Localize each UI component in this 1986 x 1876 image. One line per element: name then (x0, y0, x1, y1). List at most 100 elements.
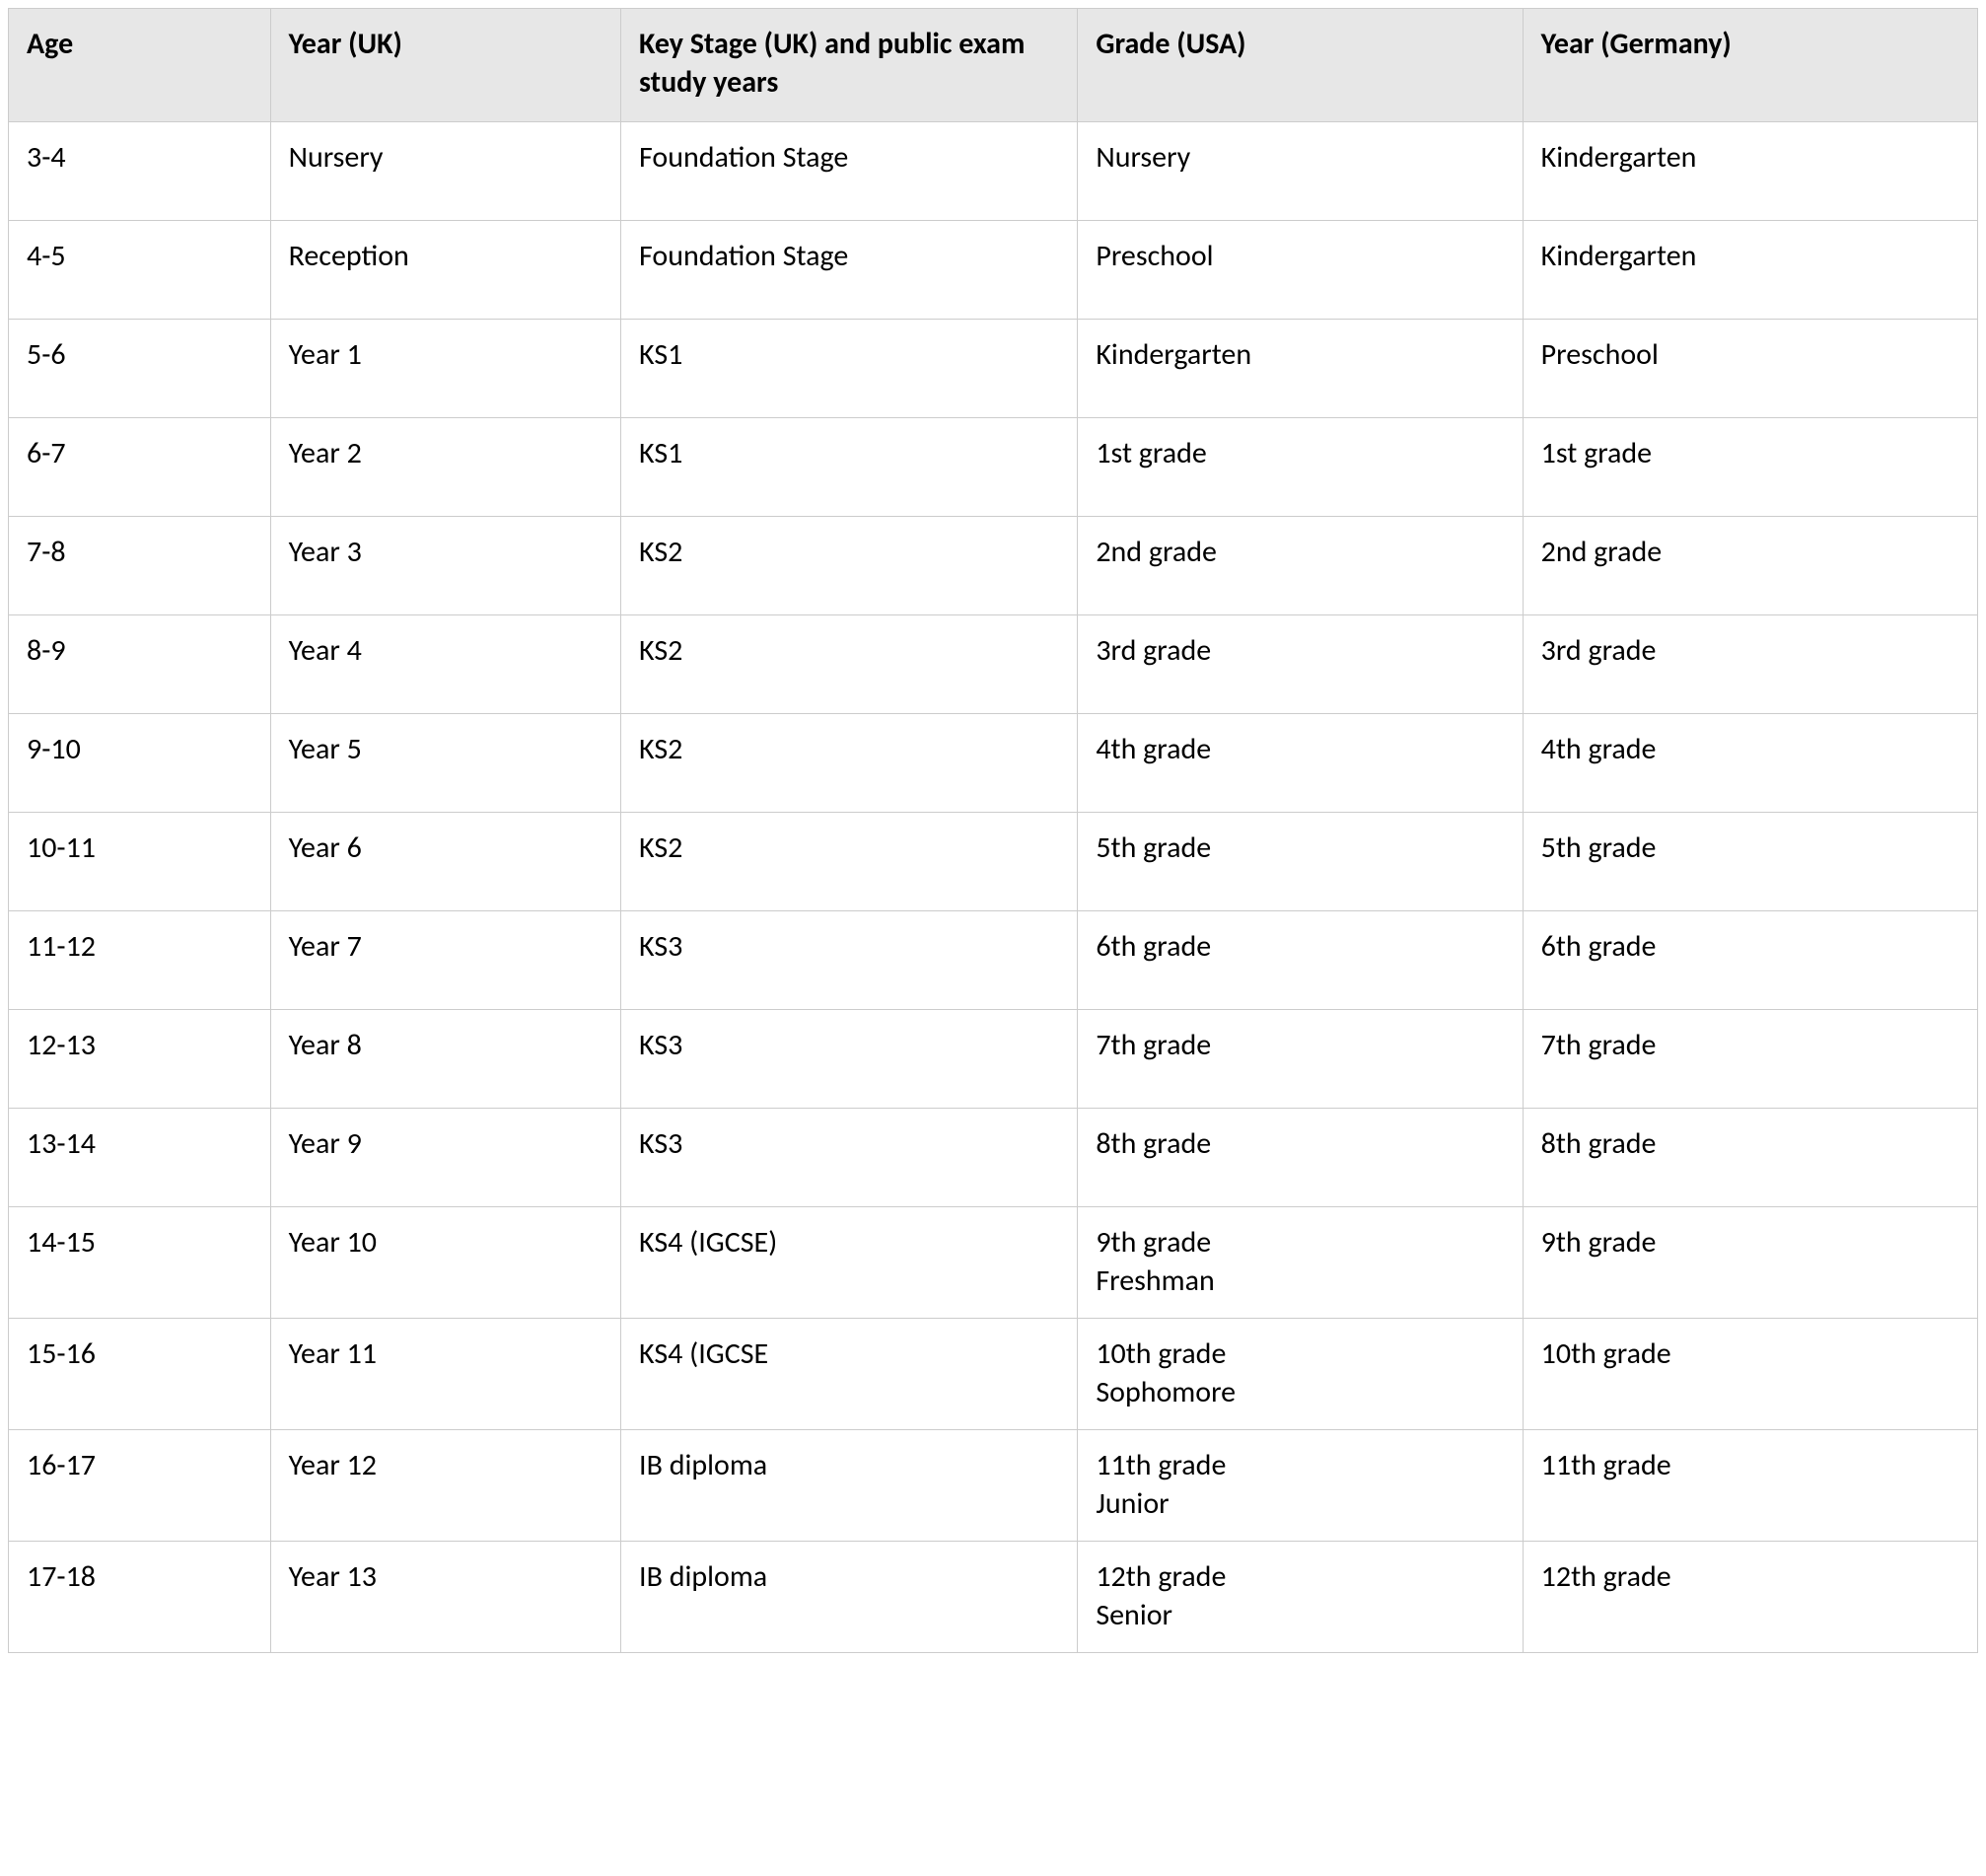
cell-year-germany: Preschool (1523, 320, 1977, 418)
table-row: 6-7Year 2KS11st grade1st grade (9, 418, 1978, 517)
cell-key-stage: Foundation Stage (621, 221, 1078, 320)
cell-grade-usa: 4th grade (1078, 714, 1523, 813)
cell-age: 7-8 (9, 517, 271, 615)
table-row: 15-16Year 11KS4 (IGCSE10th gradeSophomor… (9, 1319, 1978, 1430)
col-header-grade-usa: Grade (USA) (1078, 9, 1523, 122)
cell-grade-usa: 3rd grade (1078, 615, 1523, 714)
cell-grade-usa: 9th gradeFreshman (1078, 1207, 1523, 1319)
cell-year-uk: Nursery (270, 122, 620, 221)
cell-year-germany: 6th grade (1523, 911, 1977, 1010)
cell-age: 15-16 (9, 1319, 271, 1430)
cell-year-germany: 4th grade (1523, 714, 1977, 813)
cell-grade-usa: 1st grade (1078, 418, 1523, 517)
cell-year-uk: Reception (270, 221, 620, 320)
cell-grade-usa: 6th grade (1078, 911, 1523, 1010)
grade-usa-line1: 6th grade (1096, 928, 1211, 965)
cell-key-stage: IB diploma (621, 1542, 1078, 1653)
grade-usa-line2: Sophomore (1096, 1373, 1506, 1411)
cell-key-stage: KS1 (621, 418, 1078, 517)
col-header-year-germany: Year (Germany) (1523, 9, 1977, 122)
cell-year-uk: Year 1 (270, 320, 620, 418)
cell-year-germany: 11th grade (1523, 1430, 1977, 1542)
cell-key-stage: KS4 (IGCSE) (621, 1207, 1078, 1319)
table-row: 16-17Year 12IB diploma11th gradeJunior11… (9, 1430, 1978, 1542)
cell-grade-usa: 11th gradeJunior (1078, 1430, 1523, 1542)
cell-year-uk: Year 11 (270, 1319, 620, 1430)
cell-year-uk: Year 4 (270, 615, 620, 714)
cell-year-uk: Year 3 (270, 517, 620, 615)
cell-grade-usa: Preschool (1078, 221, 1523, 320)
cell-age: 11-12 (9, 911, 271, 1010)
cell-year-uk: Year 10 (270, 1207, 620, 1319)
cell-key-stage: IB diploma (621, 1430, 1078, 1542)
cell-year-germany: 7th grade (1523, 1010, 1977, 1109)
table-row: 5-6Year 1KS1 Kindergarten Preschool (9, 320, 1978, 418)
grade-usa-line1: 10th grade (1096, 1335, 1226, 1372)
cell-year-germany: 8th grade (1523, 1109, 1977, 1207)
cell-key-stage: KS2 (621, 813, 1078, 911)
table-row: 3-4NurseryFoundation StageNurseryKinderg… (9, 122, 1978, 221)
cell-year-uk: Year 13 (270, 1542, 620, 1653)
cell-age: 8-9 (9, 615, 271, 714)
cell-year-germany: 10th grade (1523, 1319, 1977, 1430)
cell-year-uk: Year 7 (270, 911, 620, 1010)
table-row: 9-10Year 5KS24th grade4th grade (9, 714, 1978, 813)
table-row: 10-11Year 6KS25th grade5th grade (9, 813, 1978, 911)
cell-year-germany: Kindergarten (1523, 221, 1977, 320)
table-row: 17-18Year 13IB diploma12th gradeSenior12… (9, 1542, 1978, 1653)
cell-key-stage: KS2 (621, 615, 1078, 714)
grade-usa-line2: Freshman (1096, 1262, 1506, 1300)
cell-age: 9-10 (9, 714, 271, 813)
grade-usa-line1: 3rd grade (1096, 632, 1211, 669)
grade-usa-line1: 12th grade (1096, 1558, 1226, 1595)
cell-year-germany: 9th grade (1523, 1207, 1977, 1319)
cell-age: 5-6 (9, 320, 271, 418)
cell-year-uk: Year 12 (270, 1430, 620, 1542)
cell-key-stage: KS3 (621, 1010, 1078, 1109)
cell-age: 16-17 (9, 1430, 271, 1542)
col-header-key-stage: Key Stage (UK) and public exam study yea… (621, 9, 1078, 122)
col-header-year-uk: Year (UK) (270, 9, 620, 122)
table-row: 8-9Year 4KS23rd grade3rd grade (9, 615, 1978, 714)
cell-key-stage: KS4 (IGCSE (621, 1319, 1078, 1430)
education-systems-table: Age Year (UK) Key Stage (UK) and public … (8, 8, 1978, 1653)
grade-usa-line1: Preschool (1096, 238, 1213, 274)
grade-usa-line1: 7th grade (1096, 1027, 1211, 1063)
cell-year-germany: Kindergarten (1523, 122, 1977, 221)
grade-usa-line1: 1st grade (1096, 435, 1206, 471)
table-row: 7-8Year 3KS2 2nd grade 2nd grade (9, 517, 1978, 615)
cell-year-uk: Year 8 (270, 1010, 620, 1109)
cell-grade-usa: 2nd grade (1078, 517, 1523, 615)
grade-usa-line1: 8th grade (1096, 1125, 1211, 1162)
table-header: Age Year (UK) Key Stage (UK) and public … (9, 9, 1978, 122)
cell-year-germany: 2nd grade (1523, 517, 1977, 615)
cell-age: 12-13 (9, 1010, 271, 1109)
grade-usa-line1: 5th grade (1096, 830, 1211, 866)
cell-year-uk: Year 5 (270, 714, 620, 813)
table-row: 11-12Year 7KS36th grade6th grade (9, 911, 1978, 1010)
table-row: 14-15Year 10KS4 (IGCSE)9th gradeFreshman… (9, 1207, 1978, 1319)
cell-key-stage: KS2 (621, 517, 1078, 615)
cell-year-germany: 12th grade (1523, 1542, 1977, 1653)
table-row: 12-13Year 8KS3 7th grade 7th grade (9, 1010, 1978, 1109)
table-row: 13-14Year 9KS38th grade8th grade (9, 1109, 1978, 1207)
cell-age: 3-4 (9, 122, 271, 221)
cell-key-stage: KS1 (621, 320, 1078, 418)
cell-grade-usa: 10th gradeSophomore (1078, 1319, 1523, 1430)
cell-age: 6-7 (9, 418, 271, 517)
cell-grade-usa: Kindergarten (1078, 320, 1523, 418)
grade-usa-line2: Senior (1096, 1596, 1506, 1634)
grade-usa-line1: Nursery (1096, 139, 1190, 176)
cell-grade-usa: Nursery (1078, 122, 1523, 221)
col-header-age: Age (9, 9, 271, 122)
grade-usa-line1: 2nd grade (1096, 534, 1217, 570)
cell-year-germany: 5th grade (1523, 813, 1977, 911)
cell-age: 13-14 (9, 1109, 271, 1207)
grade-usa-line1: Kindergarten (1096, 336, 1251, 373)
cell-grade-usa: 7th grade (1078, 1010, 1523, 1109)
cell-key-stage: KS3 (621, 1109, 1078, 1207)
cell-grade-usa: 8th grade (1078, 1109, 1523, 1207)
cell-grade-usa: 12th gradeSenior (1078, 1542, 1523, 1653)
grade-usa-line1: 9th grade (1096, 1224, 1211, 1261)
grade-usa-line1: 4th grade (1096, 731, 1211, 767)
